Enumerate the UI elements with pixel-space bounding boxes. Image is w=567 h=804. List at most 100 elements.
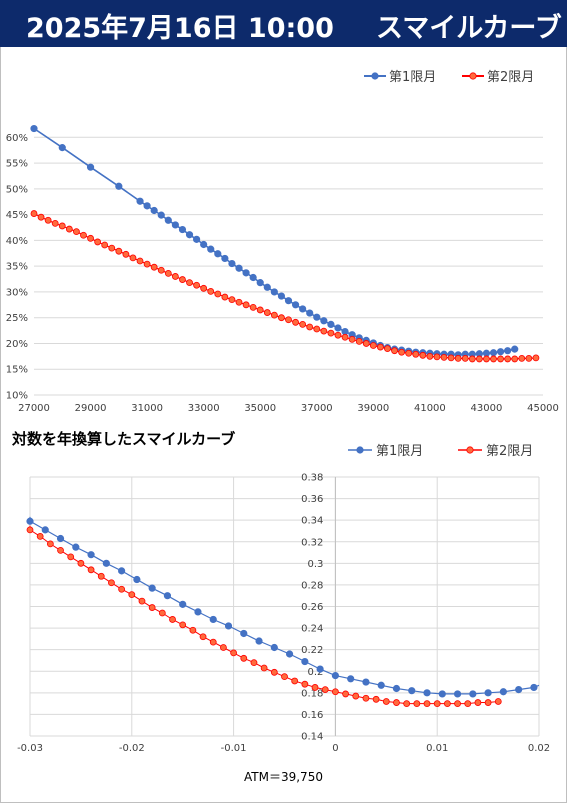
data-point-series-2 [443,700,451,708]
data-point-series-2 [171,273,179,280]
legend-marker-2 [466,446,474,454]
data-point-series-1 [207,245,215,253]
log-chart-title: 対数を年換算したスマイルカーブ [12,430,236,448]
data-point-series-1 [469,690,477,698]
data-point-series-1 [194,608,202,616]
x-tick-label: 31000 [131,403,163,414]
data-point-series-2 [454,355,462,362]
data-point-series-2 [108,579,115,587]
data-point-series-2 [65,225,73,233]
data-point-series-2 [474,699,482,706]
data-point-series-1 [291,301,300,309]
data-point-series-2 [299,320,307,328]
y-tick-label: 25% [6,313,28,324]
data-point-series-1 [224,622,233,630]
data-point-series-2 [44,216,52,224]
data-point-series-1 [301,657,309,666]
data-point-series-1 [228,259,236,268]
data-point-series-2 [352,692,360,700]
data-point-series-2 [80,231,87,239]
data-point-series-1 [143,202,151,210]
x-tick-label: 0.01 [426,743,448,754]
data-point-series-2 [193,281,200,289]
data-point-series-2 [209,638,217,646]
data-point-series-2 [240,654,248,662]
data-point-series-1 [316,665,324,673]
y-tick-label: 0.2 [307,667,323,678]
data-point-series-2 [260,664,268,672]
data-point-series-2 [136,257,144,265]
data-point-series-2 [433,353,441,361]
data-point-series-1 [192,235,201,243]
data-point-series-2 [334,331,342,339]
data-point-series-1 [392,684,401,693]
data-point-series-2 [270,668,278,676]
data-point-series-1 [285,650,294,658]
data-point-series-2 [189,626,197,634]
data-point-series-2 [158,609,166,617]
data-point-series-2 [398,348,406,356]
data-point-series-1 [185,231,194,239]
x-tick-label: 39000 [357,403,389,414]
x-tick-label: 43000 [471,403,503,414]
data-point-series-1 [136,197,144,205]
data-point-series-1 [240,629,248,638]
y-tick-label: 45% [6,210,28,221]
data-point-series-1 [221,254,229,263]
data-point-series-2 [468,355,476,363]
data-point-series-2 [331,688,339,696]
data-point-series-2 [461,355,469,362]
data-point-series-2 [306,323,314,331]
data-point-series-1 [118,567,126,575]
data-point-series-2 [77,559,85,567]
data-point-series-1 [235,264,243,272]
data-point-series-2 [87,234,94,242]
y-tick-label: 0.34 [301,516,323,527]
data-point-series-2 [179,621,187,629]
x-tick-label: 27000 [18,403,50,414]
y-tick-label: 0.18 [301,688,323,699]
legend-marker-1 [371,72,379,80]
data-point-series-1 [26,517,34,525]
data-point-series-1 [86,163,95,171]
data-point-series-2 [382,698,390,705]
data-point-series-2 [138,597,146,605]
data-point-series-2 [94,238,102,246]
data-point-series-1 [496,348,505,356]
data-point-series-2 [235,298,243,306]
data-point-series-1 [242,269,250,277]
data-point-series-2 [497,355,504,363]
data-point-series-1 [163,592,172,600]
data-point-series-2 [362,694,370,702]
data-point-series-2 [73,228,80,236]
data-point-series-1 [499,688,507,696]
data-point-series-1 [320,317,328,325]
data-point-series-2 [342,690,349,698]
data-point-series-2 [475,355,483,363]
data-point-series-1 [306,309,314,317]
data-point-series-1 [102,559,110,567]
x-tick-label: -0.03 [17,743,43,754]
y-tick-label: 35% [6,262,28,273]
data-point-series-1 [270,288,278,296]
data-point-series-1 [87,551,95,559]
page-title: スマイルカーブ [376,13,562,44]
data-point-series-2 [321,686,329,693]
data-point-series-2 [51,219,59,227]
data-point-series-2 [313,325,321,333]
data-point-series-2 [58,222,66,230]
data-point-series-2 [101,241,109,249]
page-header: 2025年7月16日 10:00 スマイルカーブ [0,0,567,47]
data-point-series-1 [284,297,293,305]
data-point-series-1 [453,690,462,698]
data-point-series-2 [242,301,250,309]
date-title: 2025年7月16日 10:00 [26,13,334,44]
y-tick-label: 60% [6,133,28,144]
data-point-series-1 [200,240,208,249]
data-point-series-1 [331,671,339,680]
data-point-series-2 [108,244,116,252]
data-point-series-1 [423,689,431,697]
y-tick-label: 0.36 [301,494,323,505]
y-tick-label: 30% [6,287,28,298]
data-point-series-2 [169,616,176,623]
